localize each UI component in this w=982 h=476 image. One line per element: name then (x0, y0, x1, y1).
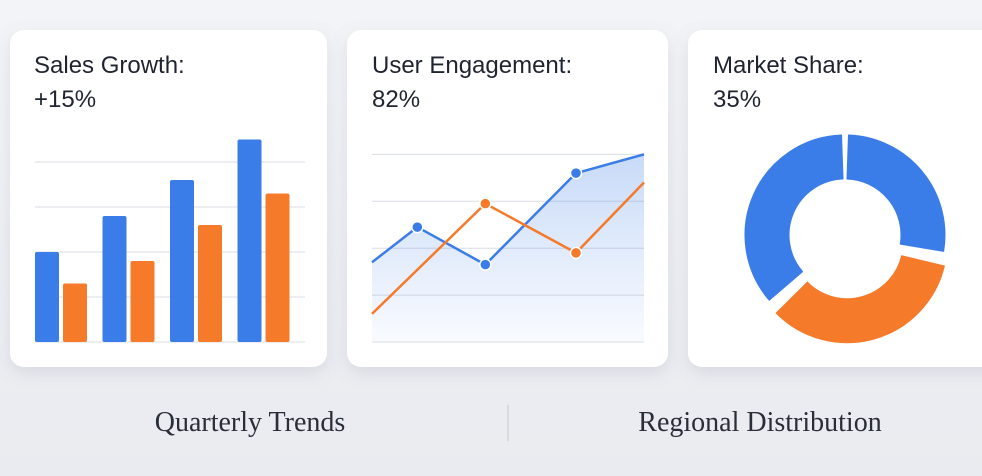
pie-slice (775, 255, 945, 344)
bar (35, 252, 59, 342)
marker (569, 246, 583, 260)
card-title: Sales Growth: (34, 52, 185, 79)
card-title: User Engagement: (372, 52, 572, 79)
card-value: 82% (372, 86, 420, 113)
pie-slice (846, 134, 946, 252)
caption: Quarterly Trends (155, 407, 346, 438)
bar (198, 225, 222, 342)
caption: Regional Distribution (638, 407, 881, 438)
bar (102, 216, 127, 342)
bar (265, 193, 290, 342)
bar (63, 283, 87, 342)
area (372, 154, 644, 342)
bar (237, 139, 262, 342)
marker (411, 220, 424, 234)
marker (479, 258, 492, 271)
line (371, 181, 645, 315)
card-value: 35% (713, 86, 761, 113)
card-title: Market Share: (713, 52, 864, 79)
marker (569, 166, 583, 180)
bar (170, 180, 194, 342)
marker (479, 197, 492, 210)
card-value: +15% (34, 86, 96, 113)
pie-slice (744, 134, 844, 301)
bar (130, 261, 155, 342)
